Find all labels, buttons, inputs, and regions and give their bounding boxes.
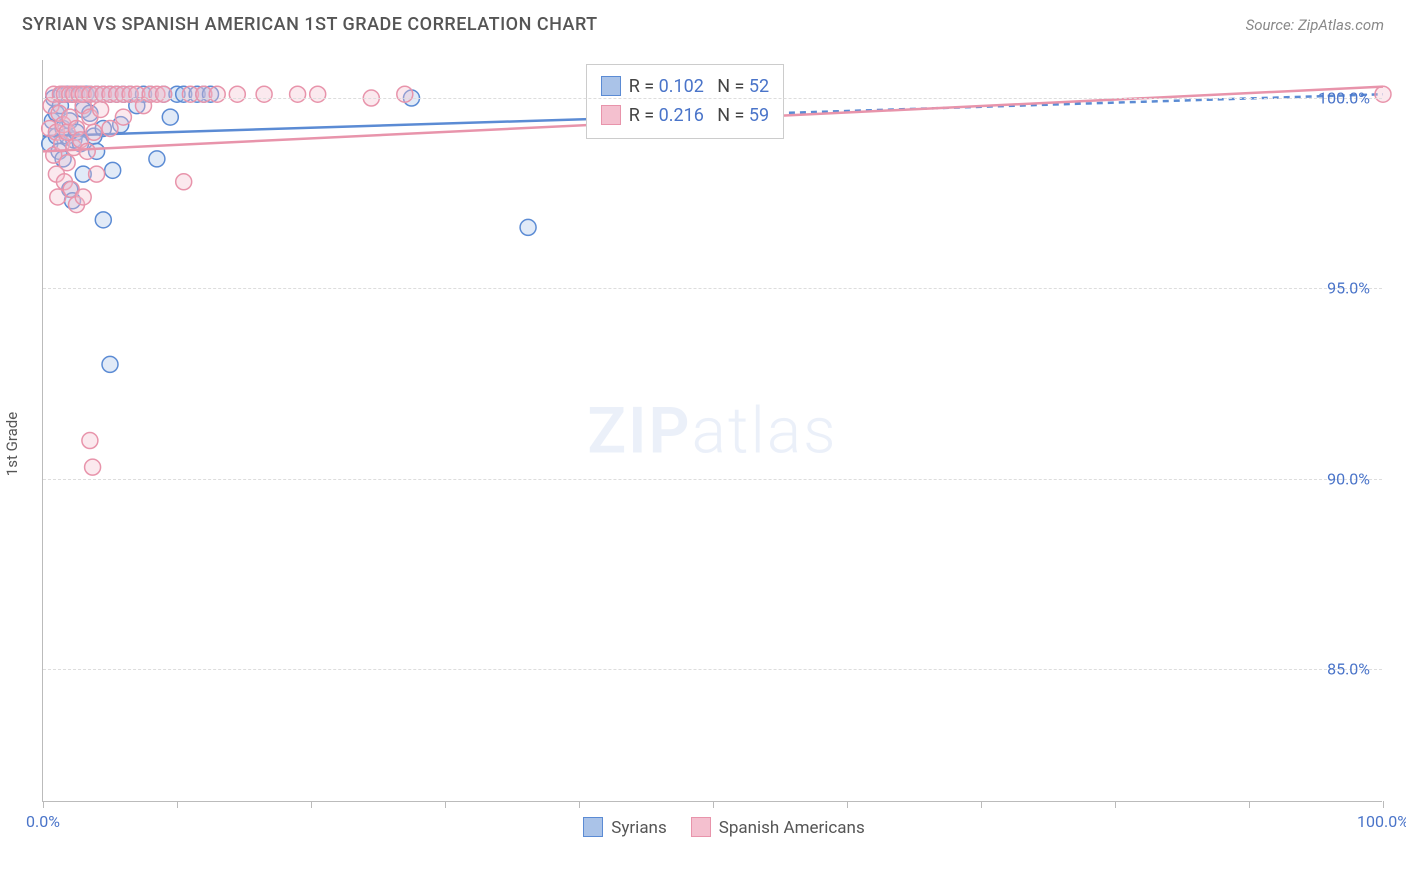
x-tick <box>43 801 44 808</box>
n-value-spanish_americans: 59 <box>749 105 769 126</box>
source-attribution: Source: ZipAtlas.com <box>1246 16 1384 34</box>
correlation-stats-box: R = 0.102 N = 52 R = 0.216 N = 59 <box>586 64 784 140</box>
y-axis-label: 1st Grade <box>3 412 21 476</box>
x-tick <box>311 801 312 808</box>
data-point-spanish_americans <box>86 124 102 140</box>
data-point-spanish_americans <box>85 459 101 475</box>
r-value-syrians: 0.102 <box>659 76 704 97</box>
data-point-spanish_americans <box>102 120 118 136</box>
x-tick <box>713 801 714 808</box>
x-tick <box>1383 801 1384 808</box>
data-point-spanish_americans <box>59 155 75 171</box>
legend-swatch-syrians <box>583 817 603 837</box>
data-point-spanish_americans <box>115 109 131 125</box>
y-tick-label: 85.0% <box>1327 659 1370 678</box>
data-point-syrians <box>149 151 165 167</box>
data-point-syrians <box>95 212 111 228</box>
data-point-spanish_americans <box>75 189 91 205</box>
chart-legend: Syrians Spanish Americans <box>42 817 1382 838</box>
data-point-syrians <box>105 162 121 178</box>
x-tick <box>579 801 580 808</box>
data-point-spanish_americans <box>89 166 105 182</box>
data-point-spanish_americans <box>156 86 172 102</box>
plot-svg <box>43 60 1382 801</box>
n-value-syrians: 52 <box>749 76 769 97</box>
y-tick-label: 95.0% <box>1327 279 1370 298</box>
plot-area: ZIPatlas R = 0.102 N = 52R = 0.216 N = 5… <box>42 60 1382 802</box>
x-tick <box>981 801 982 808</box>
gridline <box>43 98 1382 99</box>
data-point-spanish_americans <box>79 143 95 159</box>
data-point-spanish_americans <box>82 433 98 449</box>
chart-container: 1st Grade ZIPatlas R = 0.102 N = 52R = 0… <box>0 44 1406 844</box>
y-tick-label: 100.0% <box>1318 89 1370 108</box>
swatch-spanish_americans <box>601 105 621 125</box>
data-point-spanish_americans <box>256 86 272 102</box>
x-tick <box>847 801 848 808</box>
y-tick-label: 90.0% <box>1327 469 1370 488</box>
legend-swatch-spanish_americans <box>691 817 711 837</box>
gridline <box>43 479 1382 480</box>
n-label: N = <box>717 105 749 126</box>
data-point-syrians <box>520 219 536 235</box>
r-value-spanish_americans: 0.216 <box>659 105 704 126</box>
r-label: R = <box>629 105 659 126</box>
data-point-spanish_americans <box>290 86 306 102</box>
data-point-spanish_americans <box>209 86 225 102</box>
data-point-syrians <box>162 109 178 125</box>
gridline <box>43 288 1382 289</box>
swatch-syrians <box>601 76 621 96</box>
legend-label-spanish_americans: Spanish Americans <box>719 818 865 838</box>
x-tick <box>1115 801 1116 808</box>
data-point-spanish_americans <box>229 86 245 102</box>
data-point-spanish_americans <box>1375 86 1391 102</box>
data-point-spanish_americans <box>176 174 192 190</box>
data-point-spanish_americans <box>310 86 326 102</box>
gridline <box>43 669 1382 670</box>
n-label: N = <box>717 76 749 97</box>
x-tick <box>445 801 446 808</box>
x-tick <box>177 801 178 808</box>
chart-header: SYRIAN VS SPANISH AMERICAN 1ST GRADE COR… <box>0 0 1406 43</box>
data-point-syrians <box>102 356 118 372</box>
x-tick <box>1249 801 1250 808</box>
data-point-spanish_americans <box>93 101 109 117</box>
legend-label-syrians: Syrians <box>611 818 666 838</box>
data-point-spanish_americans <box>397 86 413 102</box>
chart-title: SYRIAN VS SPANISH AMERICAN 1ST GRADE COR… <box>22 14 598 35</box>
stats-row-spanish_americans: R = 0.216 N = 59 <box>601 102 769 131</box>
r-label: R = <box>629 76 659 97</box>
